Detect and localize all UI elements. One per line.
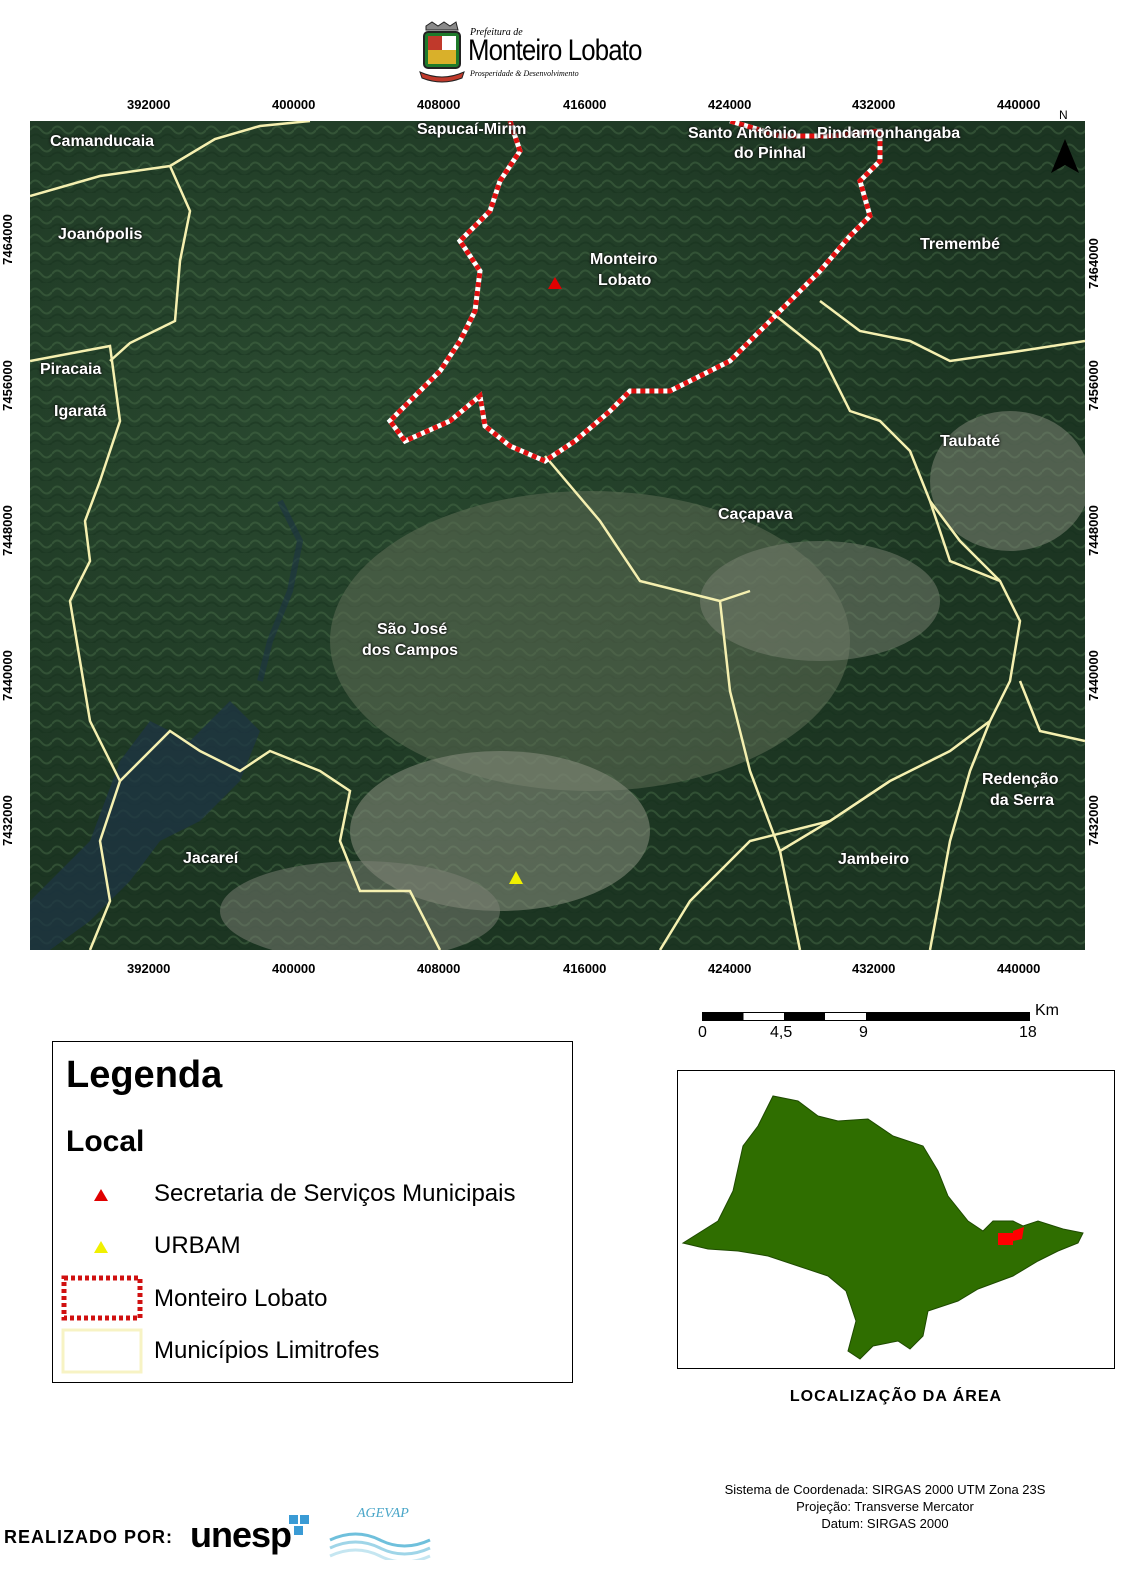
area-highlight	[1013, 1227, 1024, 1241]
legend-subtitle: Local	[66, 1125, 145, 1158]
urban-area	[700, 541, 940, 661]
label-pindamonhangaba: Pindamonhangaba	[817, 125, 961, 142]
y-tick-right: 7432000	[1085, 795, 1101, 846]
y-tick-left: 7456000	[0, 360, 15, 411]
unesp-cubes-icon	[289, 1515, 309, 1535]
inset-title: LOCALIZAÇÃO DA ÁREA	[789, 1388, 1003, 1405]
datum: Datum: SIRGAS 2000	[821, 1516, 949, 1531]
scale-label: 0	[698, 1024, 707, 1041]
y-tick-right: 7448000	[1085, 505, 1101, 556]
label-da-serra: da Serra	[990, 792, 1055, 809]
x-tick-bottom: 392000	[127, 961, 171, 976]
valley-area	[330, 491, 850, 791]
x-tick-bottom: 432000	[852, 961, 896, 976]
y-tick-right: 7464000	[1085, 238, 1101, 289]
x-tick-top: 416000	[563, 97, 607, 112]
monteiro-lobato-outline[interactable]	[386, 121, 883, 464]
coordinate-info: Sistema de Coordenada: SIRGAS 2000 UTM Z…	[640, 1481, 1123, 1532]
sao-paulo-state-map	[681, 1095, 1084, 1360]
yellow-triangle-icon	[94, 1241, 108, 1253]
label-tremembe: Tremembé	[920, 236, 1001, 253]
y-tick-left: 7432000	[0, 795, 15, 846]
pale-yellow-rectangle-icon	[61, 1328, 143, 1374]
agevap-logo-text: AGEVAP	[357, 1506, 409, 1521]
logo-small-text: Prefeitura de	[470, 27, 523, 38]
legend-title: Legenda	[66, 1054, 223, 1096]
label-jambeiro: Jambeiro	[838, 851, 910, 868]
red-triangle-icon	[94, 1189, 108, 1201]
red-dashed-rectangle-icon	[61, 1275, 143, 1321]
y-tick-right: 7440000	[1085, 650, 1101, 701]
urbam-marker-icon[interactable]	[509, 871, 523, 884]
label-redencao: Redenção	[982, 771, 1059, 788]
city-logo	[418, 20, 668, 86]
y-tick-left: 7464000	[0, 214, 15, 265]
label-santo-antonio: Santo Antônio	[688, 125, 797, 142]
x-tick-top: 408000	[417, 97, 461, 112]
x-tick-top: 440000	[997, 97, 1041, 112]
river	[257, 499, 304, 682]
north-label: N	[1059, 108, 1068, 122]
scale-bar	[702, 1008, 1030, 1021]
label-monteiro: Monteiro	[590, 251, 658, 268]
legend-item-label: URBAM	[154, 1232, 241, 1259]
label-igarata: Igaratá	[54, 403, 107, 420]
scale-unit: Km	[1035, 1002, 1059, 1019]
label-sapucai-mirim: Sapucaí-Mirim	[417, 121, 527, 138]
label-jacarei: Jacareí	[183, 850, 239, 867]
scale-label: 9	[859, 1024, 868, 1041]
logo-main-text: Monteiro Lobato	[468, 34, 642, 67]
municipal-boundaries	[30, 121, 1085, 950]
legend-box: Legenda Local Secretaria de Serviços Mun…	[52, 1041, 573, 1383]
x-tick-top: 400000	[272, 97, 316, 112]
unesp-logo: unesp	[190, 1514, 292, 1555]
inset-map	[677, 1070, 1115, 1369]
satellite-map[interactable]: Camanducaia Sapucaí-Mirim Santo Antônio …	[30, 121, 1085, 950]
y-tick-left: 7440000	[0, 650, 15, 701]
legend-item-label: Monteiro Lobato	[154, 1285, 328, 1312]
scale-label: 18	[1019, 1024, 1037, 1041]
label-cacapava: Caçapava	[718, 506, 793, 523]
state-shape	[681, 1095, 1084, 1360]
label-dos-campos: dos Campos	[362, 642, 459, 659]
secretaria-marker-icon[interactable]	[548, 277, 562, 289]
x-tick-top: 432000	[852, 97, 896, 112]
area-highlight	[998, 1233, 1013, 1245]
label-piracaia: Piracaia	[40, 361, 102, 378]
reservoir	[30, 701, 260, 950]
legend-item-label: Municípios Limitrofes	[154, 1337, 380, 1364]
north-arrow-icon	[1051, 139, 1079, 173]
legend-item-label: Secretaria de Serviços Municipais	[154, 1180, 516, 1207]
made-by-label: REALIZADO POR:	[4, 1527, 173, 1547]
x-tick-bottom: 416000	[563, 961, 607, 976]
label-camanducaia: Camanducaia	[50, 133, 155, 150]
x-tick-top: 424000	[708, 97, 752, 112]
x-tick-bottom: 408000	[417, 961, 461, 976]
y-tick-left: 7448000	[0, 505, 15, 556]
x-tick-bottom: 424000	[708, 961, 752, 976]
coat-of-arms-icon	[419, 21, 465, 83]
urban-area	[930, 411, 1085, 551]
scale-label: 4,5	[770, 1024, 793, 1041]
map-canvas	[30, 121, 1085, 950]
agevap-wave-icon	[329, 1532, 431, 1560]
x-tick-bottom: 440000	[997, 961, 1041, 976]
label-lobato: Lobato	[598, 272, 652, 289]
label-joanopolis: Joanópolis	[58, 226, 143, 243]
label-taubate: Taubaté	[940, 433, 1001, 450]
label-sao-jose: São José	[377, 621, 448, 638]
logo-tagline: Prosperidade & Desenvolvimento	[470, 69, 579, 78]
y-tick-right: 7456000	[1085, 360, 1101, 411]
label-do-pinhal: do Pinhal	[734, 145, 806, 162]
coord-system: Sistema de Coordenada: SIRGAS 2000 UTM Z…	[724, 1482, 1046, 1497]
projection: Projeção: Transverse Mercator	[796, 1499, 974, 1514]
x-tick-bottom: 400000	[272, 961, 316, 976]
x-tick-top: 392000	[127, 97, 171, 112]
